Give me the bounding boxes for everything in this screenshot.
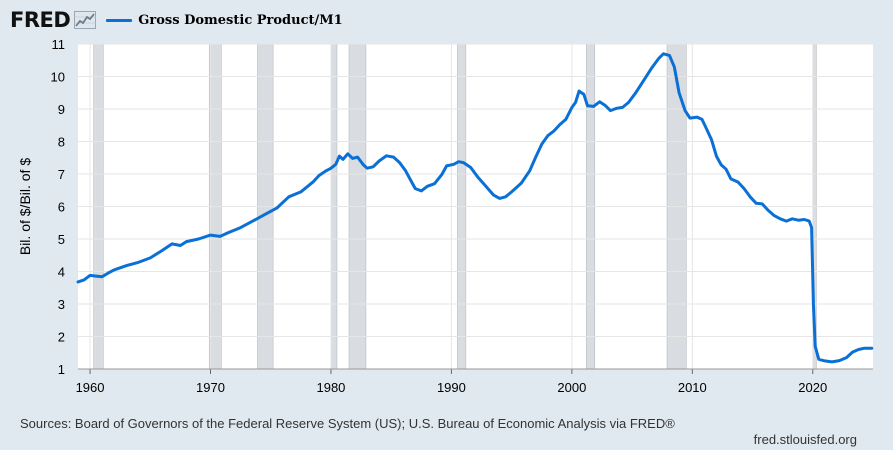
x-tick-label: 2020	[798, 380, 827, 395]
y-axis-label: Bil. of $/Bil. of $	[17, 158, 33, 255]
y-tick-label: 4	[58, 265, 65, 280]
x-tick-label: 1990	[437, 380, 466, 395]
y-tick-label: 5	[58, 232, 65, 247]
x-tick-label: 1960	[76, 380, 105, 395]
legend-swatch	[106, 18, 133, 22]
legend-label: Gross Domestic Product/M1	[138, 12, 343, 28]
y-tick-label: 7	[58, 167, 65, 182]
chart-legend: Gross Domestic Product/M1	[106, 12, 343, 28]
source-note: Sources: Board of Governors of the Feder…	[20, 416, 675, 431]
y-tick-label: 8	[58, 135, 65, 150]
fred-logo[interactable]: FRED	[10, 8, 71, 32]
fred-url-link[interactable]: fred.stlouisfed.org	[753, 432, 857, 447]
x-tick-label: 2010	[678, 380, 707, 395]
x-tick-label: 2000	[557, 380, 586, 395]
y-axis-ticks: 1 2 3 4 5 6 7 8 9 10 11	[51, 37, 65, 377]
y-tick-label: 9	[58, 102, 65, 117]
y-tick-label: 6	[58, 200, 65, 215]
y-tick-label: 3	[58, 297, 65, 312]
y-tick-label: 1	[58, 362, 65, 377]
series-lines	[76, 52, 874, 364]
y-tick-label: 2	[58, 330, 65, 345]
x-axis-ticks: 1960 1970 1980 1990 2000 2010 2020	[76, 368, 873, 395]
line-graph-icon	[74, 11, 97, 29]
y-tick-label: 10	[51, 70, 65, 85]
series-line	[76, 52, 874, 364]
y-tick-label: 11	[52, 37, 66, 52]
x-tick-label: 1980	[316, 380, 345, 395]
chart-header: FRED Gross Domestic Product/M1	[10, 8, 343, 32]
x-tick-label: 1970	[196, 380, 225, 395]
